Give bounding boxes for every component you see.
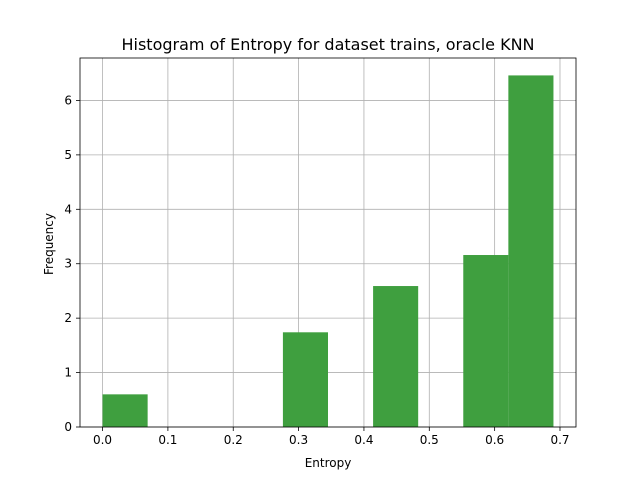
- x-axis-ticks: 0.0 0.1 0.2 0.3 0.4 0.5 0.6 0.7: [93, 427, 570, 447]
- x-tick-label: 0.5: [420, 433, 439, 447]
- y-tick-label: 5: [64, 148, 72, 162]
- y-tick-label: 1: [64, 366, 72, 380]
- y-tick-label: 6: [64, 93, 72, 107]
- x-axis-label: Entropy: [305, 456, 352, 470]
- y-axis-label: Frequency: [42, 213, 56, 275]
- chart-title: Histogram of Entropy for dataset trains,…: [121, 35, 534, 54]
- histogram-bar: [508, 75, 554, 428]
- x-tick-label: 0.3: [289, 433, 308, 447]
- x-tick-label: 0.1: [158, 433, 177, 447]
- histogram-bars: [102, 75, 554, 428]
- x-tick-label: 0.6: [485, 433, 504, 447]
- y-tick-label: 4: [64, 202, 72, 216]
- histogram-bar: [282, 332, 328, 427]
- histogram-bar: [463, 255, 509, 427]
- histogram-bar: [102, 394, 148, 427]
- histogram-bar: [373, 286, 419, 427]
- y-tick-label: 3: [64, 257, 72, 271]
- x-tick-label: 0.7: [550, 433, 569, 447]
- y-tick-label: 0: [64, 420, 72, 434]
- axes: [79, 57, 577, 428]
- x-tick-label: 0.4: [354, 433, 373, 447]
- x-tick-label: 0.0: [93, 433, 112, 447]
- y-axis-ticks: 0 1 2 3 4 5 6: [64, 93, 80, 434]
- plot-frame: [79, 57, 577, 428]
- x-tick-label: 0.2: [224, 433, 243, 447]
- y-tick-label: 2: [64, 311, 72, 325]
